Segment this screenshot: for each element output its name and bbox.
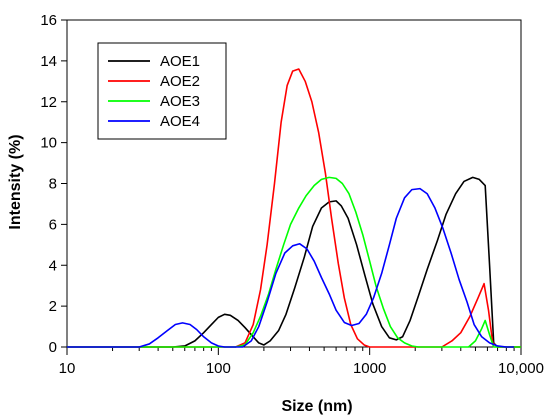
y-tick-label: 2 [49, 298, 57, 315]
series-line-aoe1 [67, 176, 521, 348]
legend-label: AOE4 [160, 113, 200, 130]
legend-label: AOE1 [160, 53, 200, 70]
series-line-aoe4 [67, 187, 515, 348]
legend-label: AOE2 [160, 73, 200, 90]
legend: AOE1 AOE2 AOE3 AOE4 [97, 42, 227, 140]
y-axis-title: Intensity (%) [7, 134, 24, 229]
series-line-aoe2 [67, 68, 521, 348]
x-tick-label: 10 [59, 360, 76, 377]
y-tick-label: 12 [40, 94, 57, 111]
y-tick-label: 0 [49, 339, 57, 356]
y-tick-label: 6 [49, 216, 57, 233]
y-tick-label: 14 [40, 53, 57, 70]
series-lines [67, 68, 521, 348]
series-line-aoe3 [67, 176, 521, 348]
y-axis: 0 2 4 6 8 10 12 14 16 [40, 12, 67, 356]
y-tick-label: 16 [40, 12, 57, 29]
y-tick-label: 10 [40, 135, 57, 152]
legend-box [97, 42, 227, 140]
x-tick-label: 10,000 [498, 360, 544, 377]
x-axis: 10 100 1000 10,000 [59, 347, 544, 377]
x-tick-label: 100 [206, 360, 231, 377]
y-tick-label: 4 [49, 257, 57, 274]
y-tick-label: 8 [49, 176, 57, 193]
x-axis-title: Size (nm) [281, 398, 352, 415]
x-tick-label: 1000 [353, 360, 386, 377]
legend-label: AOE3 [160, 93, 200, 110]
